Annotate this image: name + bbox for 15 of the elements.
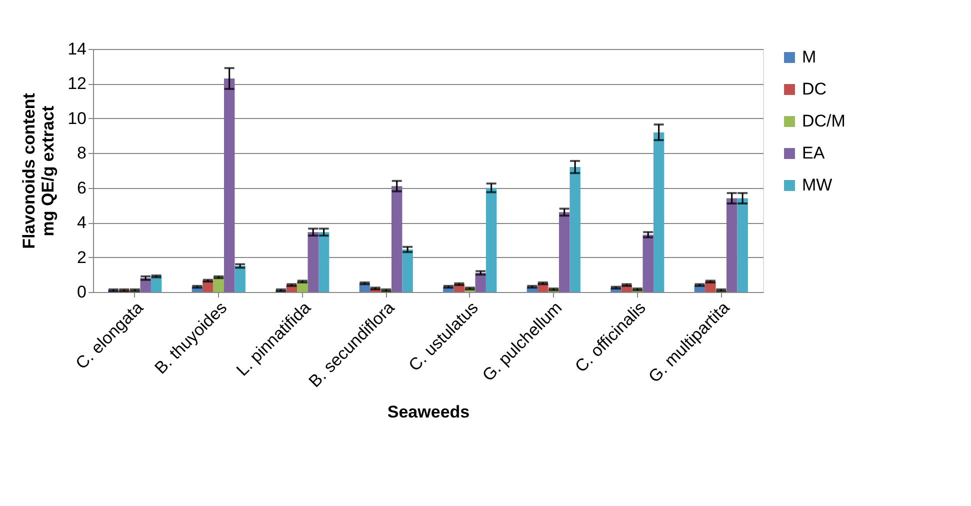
y-axis-title: Flavonoids content mg QE/g extract [20, 92, 58, 249]
legend-label: M [802, 48, 816, 66]
y-tick-label: 12 [68, 74, 86, 94]
legend-label: EA [802, 144, 826, 162]
legend-label: MW [802, 176, 832, 194]
legend-label: DC/M [802, 112, 846, 130]
y-tick-label: 8 [77, 144, 86, 163]
y-tick-label: 6 [77, 178, 86, 198]
y-tick-label: 2 [77, 248, 86, 267]
y-tick-label: 4 [77, 213, 86, 232]
y-tick-label: 10 [68, 108, 86, 128]
y-tick-label: 14 [68, 40, 86, 58]
y-tick-label: 0 [77, 282, 86, 302]
x-axis-title: Seaweeds [387, 402, 470, 422]
legend-label: DC [802, 80, 827, 98]
